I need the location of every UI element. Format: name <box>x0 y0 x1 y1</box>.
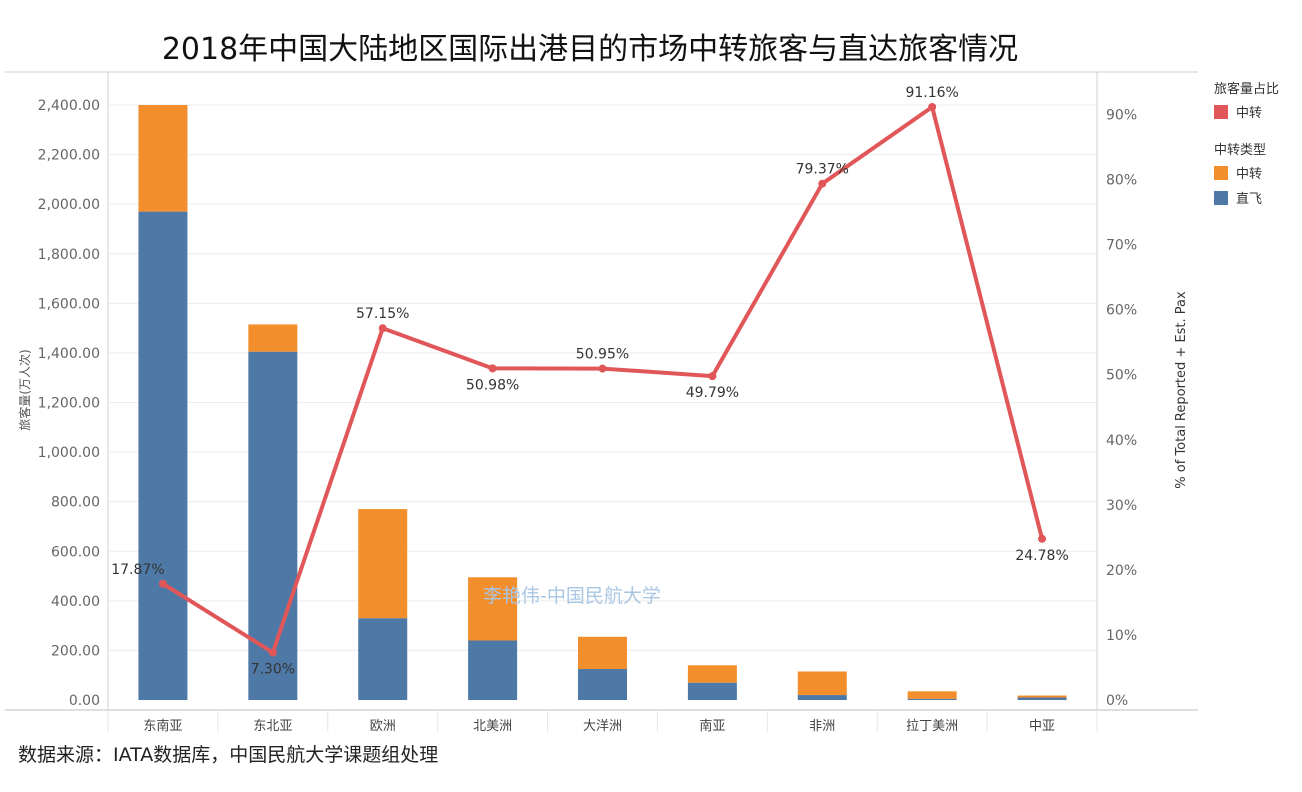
legend-swatch <box>1214 165 1228 180</box>
bar-direct <box>138 211 188 700</box>
y-tick-label: 1,200.00 <box>38 396 100 412</box>
ratio-data-label: 91.16% <box>905 85 958 101</box>
y2-tick-label: 70% <box>1106 238 1137 254</box>
bar-transfer <box>687 665 737 683</box>
ratio-data-label: 57.15% <box>356 306 409 322</box>
x-tick-label: 北美洲 <box>473 719 512 734</box>
y-tick-label: 800.00 <box>51 495 100 511</box>
bar-direct <box>907 698 957 700</box>
bar-direct <box>1017 697 1067 700</box>
bar-transfer <box>907 691 957 699</box>
y2-tick-label: 10% <box>1106 628 1137 644</box>
bar-direct <box>797 695 847 700</box>
y2-tick-label: 0% <box>1106 693 1128 709</box>
legend-label: 中转 <box>1236 167 1263 182</box>
bar-transfer <box>248 324 298 352</box>
bar-direct <box>358 618 408 700</box>
ratio-point <box>378 324 387 333</box>
x-tick-label: 中亚 <box>1029 719 1055 734</box>
ratio-data-label: 24.78% <box>1015 548 1068 564</box>
y-tick-label: 1,400.00 <box>38 346 100 362</box>
bar-transfer <box>468 577 518 641</box>
ratio-point <box>1038 534 1047 543</box>
y-tick-label: 200.00 <box>51 643 100 659</box>
y-tick-label: 1,800.00 <box>38 247 100 263</box>
y2-tick-label: 90% <box>1106 108 1137 124</box>
y-tick-label: 2,000.00 <box>38 197 100 213</box>
legend-ratio-title: 旅客量占比 <box>1214 82 1280 97</box>
y-tick-label: 0.00 <box>69 693 100 709</box>
y-axis-title: 旅客量(万人次) <box>17 349 32 430</box>
legend-type-title: 中转类型 <box>1214 143 1267 158</box>
bar-transfer <box>578 636 627 670</box>
ratio-point <box>928 103 937 111</box>
ratio-point <box>158 579 167 588</box>
legend-swatch <box>1214 190 1228 205</box>
y-tick-label: 600.00 <box>51 544 100 560</box>
bar-transfer <box>1017 695 1067 698</box>
ratio-point <box>598 364 607 373</box>
bar-direct <box>578 669 627 700</box>
ratio-point <box>268 648 277 657</box>
watermark: 李艳伟-中国民航大学 <box>483 585 661 607</box>
y-tick-label: 2,200.00 <box>38 148 100 164</box>
x-tick-label: 东南亚 <box>143 718 182 734</box>
ratio-data-label: 49.79% <box>686 385 739 401</box>
bar-direct <box>468 640 518 700</box>
ratio-data-label: 50.95% <box>576 347 629 363</box>
ratio-data-label: 17.87% <box>111 562 164 578</box>
y2-axis-title: % of Total Reported + Est. Pax <box>1174 291 1189 489</box>
x-tick-label: 南亚 <box>699 718 725 734</box>
bar-transfer <box>138 105 188 212</box>
y2-tick-label: 30% <box>1106 498 1137 514</box>
bar-transfer <box>358 509 408 619</box>
y-tick-label: 400.00 <box>51 594 100 610</box>
legend-item-direct[interactable]: 直飞 <box>1214 188 1279 207</box>
x-tick-label: 非洲 <box>809 719 835 734</box>
x-tick-label: 拉丁美洲 <box>906 719 958 734</box>
bar-direct <box>687 682 737 700</box>
y2-tick-label: 80% <box>1106 173 1137 189</box>
legend-swatch <box>1214 104 1228 119</box>
ratio-point <box>488 364 497 373</box>
y2-tick-label: 60% <box>1106 303 1137 319</box>
ratio-point <box>708 372 717 381</box>
ratio-data-label: 79.37% <box>796 162 849 178</box>
legend-item-ratio-transfer[interactable]: 中转 <box>1214 102 1279 121</box>
y-tick-label: 1,600.00 <box>38 296 100 312</box>
y2-tick-label: 20% <box>1106 563 1137 579</box>
y2-tick-label: 40% <box>1106 433 1137 449</box>
legend: 旅客量占比 中转 中转类型 中转 直飞 <box>1214 78 1279 213</box>
source-note: 数据来源：IATA数据库，中国民航大学课题组处理 <box>18 744 439 766</box>
y-tick-label: 2,400.00 <box>38 98 100 114</box>
legend-label: 中转 <box>1236 106 1263 121</box>
x-tick-label: 东北亚 <box>253 719 292 734</box>
x-tick-label: 欧洲 <box>370 719 396 734</box>
legend-label: 直飞 <box>1236 192 1263 207</box>
ratio-data-label: 50.98% <box>466 377 519 393</box>
ratio-data-label: 7.30% <box>251 662 295 678</box>
y-tick-label: 1,000.00 <box>38 445 100 461</box>
bar-transfer <box>797 671 847 696</box>
legend-item-transfer[interactable]: 中转 <box>1214 163 1279 182</box>
x-tick-label: 大洋洲 <box>583 719 622 734</box>
y2-tick-label: 50% <box>1106 368 1137 384</box>
ratio-point <box>818 179 827 188</box>
chart-title: 2018年中国大陆地区国际出港目的市场中转旅客与直达旅客情况 <box>161 32 1019 67</box>
